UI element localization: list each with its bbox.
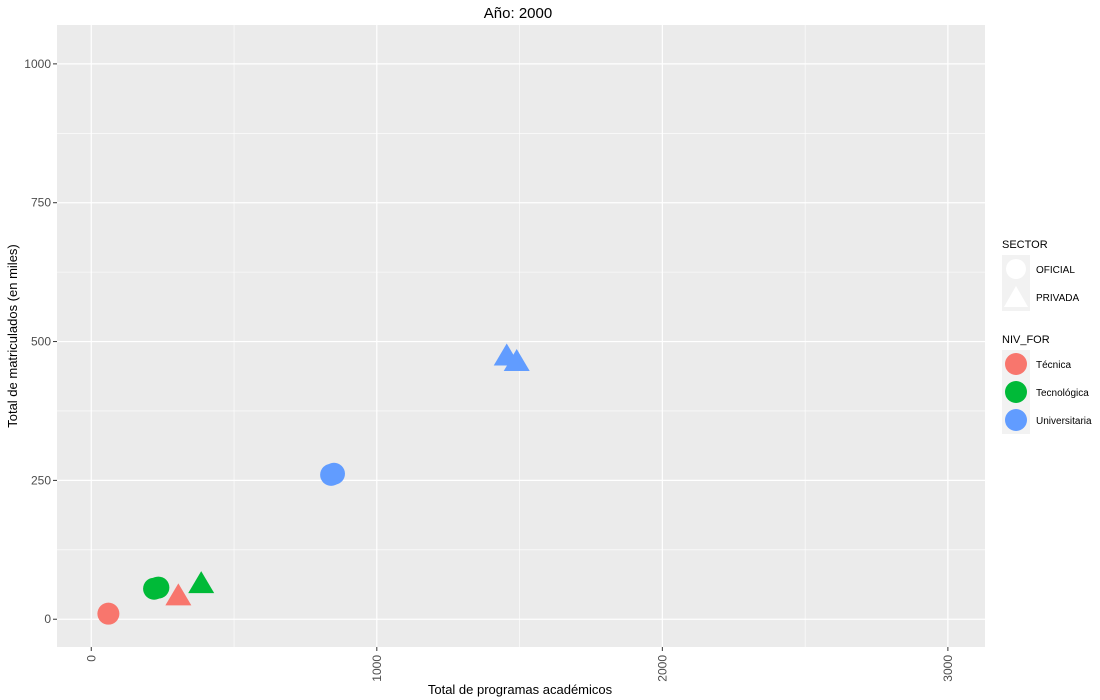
legend-label-universitaria: Universitaria	[1036, 416, 1092, 427]
legend-label-privada: PRIVADA	[1036, 293, 1079, 304]
legend-label-tecnologica: Tecnológica	[1036, 388, 1089, 399]
x-tick-label: 1000	[370, 655, 384, 682]
y-axis-title: Total de matriculados (en miles)	[5, 244, 20, 428]
legend-sector: SECTOR OFICIAL PRIVADA	[1002, 239, 1079, 311]
x-tick-label: 3000	[941, 655, 955, 682]
legend-circle-icon	[1006, 259, 1026, 279]
y-tick-label: 0	[44, 612, 51, 626]
y-tick-label: 250	[31, 473, 51, 487]
plot-panel	[57, 25, 985, 647]
data-point-oficial	[147, 576, 170, 599]
x-tick-label: 2000	[655, 655, 669, 682]
data-point-oficial	[97, 602, 120, 625]
legend-label-oficial: OFICIAL	[1036, 265, 1075, 276]
y-tick-label: 1000	[24, 57, 51, 71]
legend-nivel: NIV_FOR Técnica Tecnológica Universitari…	[1002, 334, 1092, 434]
data-point-privada	[503, 349, 530, 372]
x-tick-label: 0	[84, 655, 98, 662]
legend-label-tecnica: Técnica	[1036, 360, 1071, 371]
chart-title: Año: 2000	[484, 5, 552, 22]
y-tick-label: 500	[31, 335, 51, 349]
legend-nivel-title: NIV_FOR	[1002, 334, 1050, 346]
legend-triangle-icon	[1004, 286, 1028, 307]
y-tick-label: 750	[31, 196, 51, 210]
data-point-oficial	[322, 462, 345, 485]
data-point-privada	[188, 571, 215, 594]
grid-lines	[57, 25, 985, 647]
legend-swatch-tecnica	[1005, 353, 1027, 375]
data-point-privada	[165, 583, 192, 606]
legend-swatch-universitaria	[1005, 409, 1027, 431]
legend-sector-title: SECTOR	[1002, 239, 1048, 251]
legend-swatch-tecnologica	[1005, 381, 1027, 403]
axis-ticks: 0 1000 2000 3000 0 250 500 750 1000	[24, 57, 955, 682]
data-points	[97, 343, 530, 625]
x-axis-title: Total de programas académicos	[428, 682, 613, 697]
